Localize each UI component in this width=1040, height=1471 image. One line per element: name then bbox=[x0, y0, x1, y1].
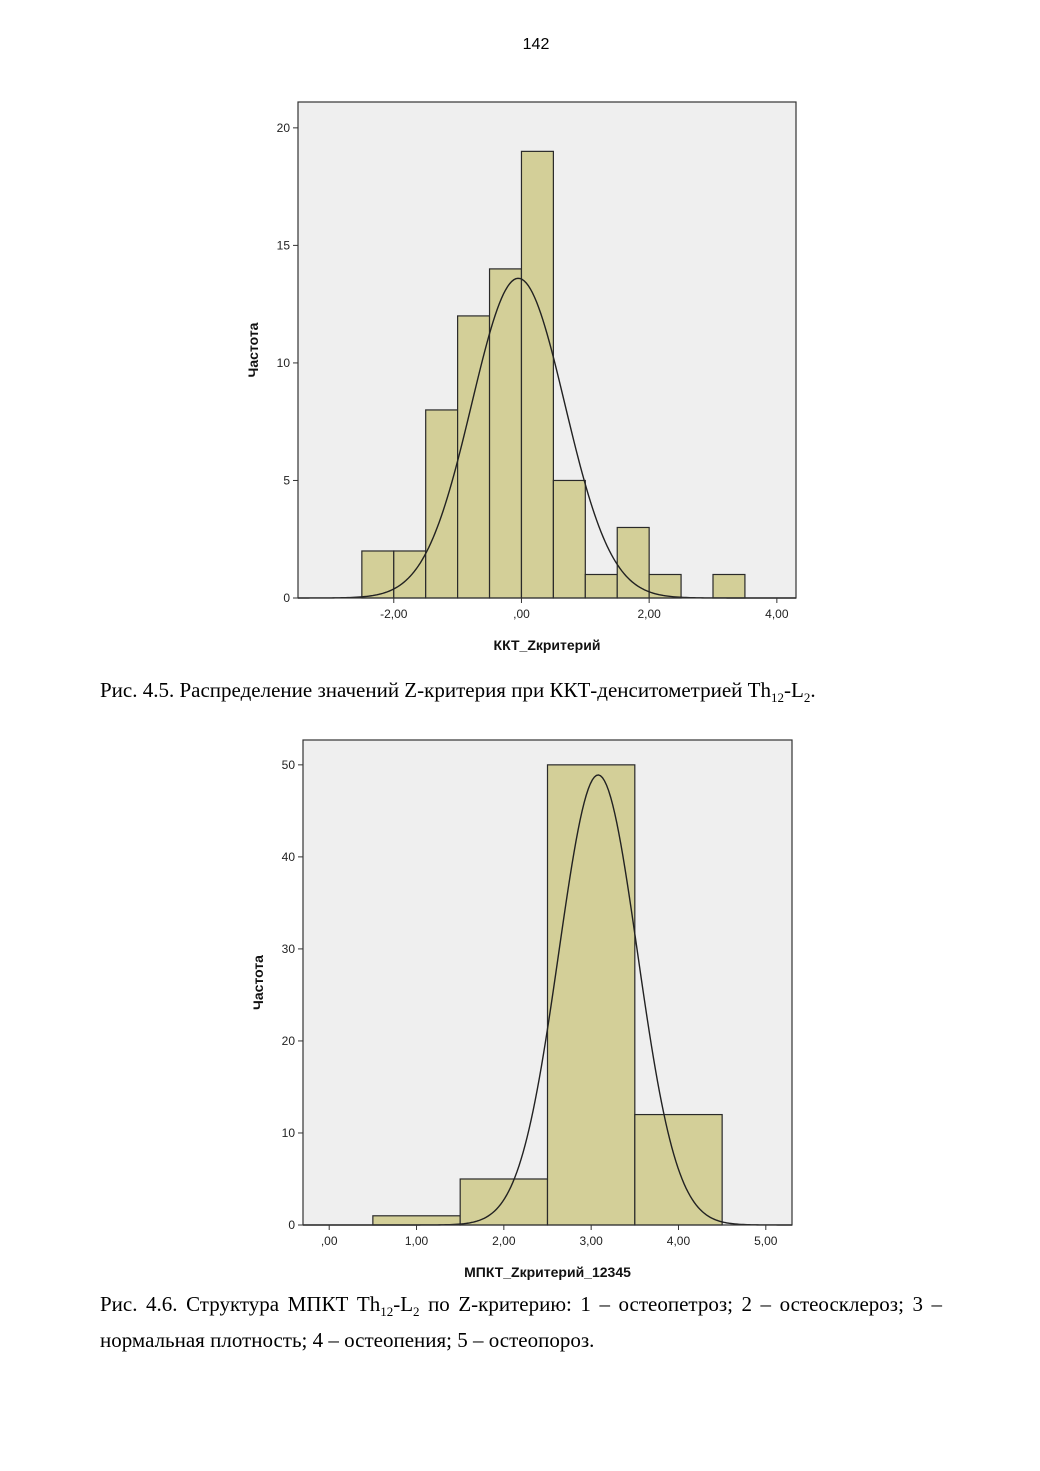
chart2-y-tick-label: 20 bbox=[282, 1034, 296, 1048]
chart1-x-tick-label: 2,00 bbox=[637, 607, 661, 621]
chart2-plot-frame bbox=[302, 739, 793, 1226]
chart1-bar-8 bbox=[616, 526, 650, 599]
chart1-bar-6 bbox=[552, 479, 586, 599]
caption-text: -L bbox=[784, 678, 804, 702]
chart1-x-axis-title: ККТ_Zкритерий bbox=[494, 637, 601, 653]
chart2-bar-2 bbox=[546, 764, 636, 1226]
chart2-x-tick-label: 3,00 bbox=[579, 1234, 603, 1248]
chart2-x-tick-label: ,00 bbox=[321, 1234, 338, 1248]
caption-text: . bbox=[810, 678, 816, 702]
caption-text: Рис. 4.5. Распределение значений Z-крите… bbox=[100, 678, 771, 702]
caption-text: -L bbox=[393, 1292, 414, 1316]
chart2-bar-0 bbox=[372, 1215, 461, 1226]
caption-subscript: 12 bbox=[380, 1304, 394, 1320]
chart2-y-tick-label: 50 bbox=[282, 758, 296, 772]
chart1-x-tick-label: -2,00 bbox=[380, 607, 408, 621]
chart1-bar-7 bbox=[584, 573, 618, 599]
chart2-x-tick-label: 1,00 bbox=[405, 1234, 429, 1248]
chart2-x-tick-label: 2,00 bbox=[492, 1234, 516, 1248]
chart1-y-tick-label: 15 bbox=[277, 238, 291, 252]
page-number: 142 bbox=[522, 36, 550, 53]
chart1-x-tick-label: 4,00 bbox=[765, 607, 789, 621]
chart2-bar-1 bbox=[459, 1178, 549, 1226]
chart2-y-tick-label: 0 bbox=[288, 1218, 295, 1232]
chart2-y-tick-label: 40 bbox=[282, 850, 296, 864]
caption-text: Рис. 4.6. Структура МПКТ Th bbox=[100, 1292, 381, 1316]
chart1-bar-5 bbox=[520, 150, 554, 599]
chart1-y-tick-label: 0 bbox=[283, 591, 290, 605]
chart2-group: 0 10 20 30 40 50 ,00 1,00 2,00 3,00 4,00 5,00 МПКТ_Z… bbox=[250, 739, 793, 1280]
chart1-bar-10 bbox=[712, 573, 746, 599]
figure-4-5-caption: Рис. 4.5. Распределение значений Z-крите… bbox=[100, 676, 942, 712]
caption-subscript: 12 bbox=[771, 690, 784, 706]
chart1-bar-3 bbox=[457, 315, 491, 599]
chart1-bar-9 bbox=[648, 573, 682, 599]
caption-subscript: 2 bbox=[413, 1304, 420, 1320]
chart2-y-tick-label: 10 bbox=[282, 1126, 296, 1140]
caption-text: по Z-критерию: 1 – остеопетроз; 2 – осте… bbox=[100, 1292, 942, 1353]
chart1-bar-1 bbox=[393, 550, 427, 599]
chart1-x-tick-label: ,00 bbox=[513, 607, 530, 621]
chart1-bar-0 bbox=[361, 550, 395, 599]
chart1-y-axis-title: Частота bbox=[245, 322, 261, 377]
chart2-x-axis-title: МПКТ_Zкритерий_12345 bbox=[464, 1264, 631, 1280]
chart2-y-axis-title: Частота bbox=[250, 955, 266, 1010]
chart1-y-tick-label: 20 bbox=[277, 121, 291, 135]
chart1-y-tick-label: 10 bbox=[277, 356, 291, 370]
figure-4-6-caption: Рис. 4.6. Структура МПКТ Th12-L2 по Z-кр… bbox=[100, 1290, 942, 1355]
chart1-plot-frame bbox=[297, 101, 797, 599]
chart2-x-tick-label: 4,00 bbox=[667, 1234, 691, 1248]
chart1-group: 0 5 10 15 20 -2,00 ,00 2,00 4,00 ККТ_Zкритерий Час… bbox=[245, 101, 797, 653]
chart1-bar-2 bbox=[425, 409, 459, 599]
chart2-x-tick-label: 5,00 bbox=[754, 1234, 778, 1248]
chart1-y-tick-label: 5 bbox=[283, 473, 290, 487]
caption-subscript: 2 bbox=[803, 690, 811, 706]
chart2-y-tick-label: 30 bbox=[282, 942, 296, 956]
